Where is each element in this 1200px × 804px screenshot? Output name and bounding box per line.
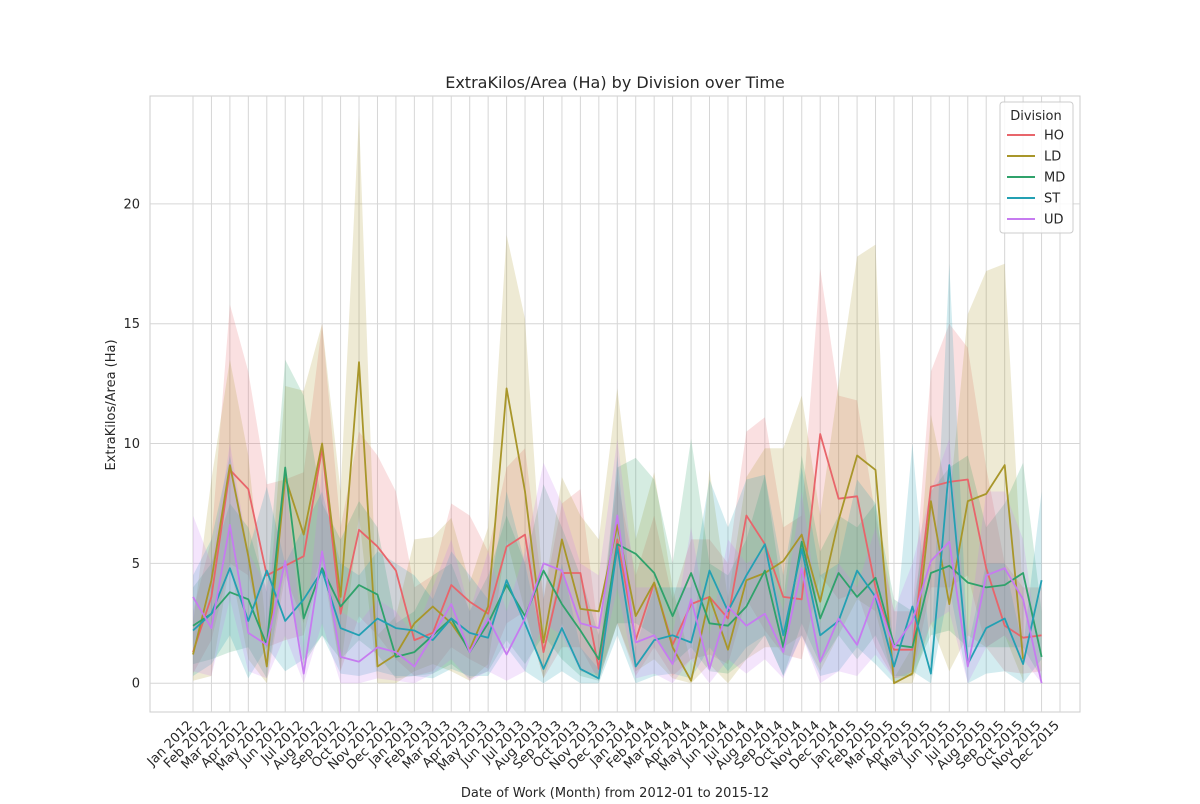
legend-label-ud: UD — [1044, 213, 1064, 228]
legend-label-ho: HO — [1044, 129, 1064, 144]
series-line-ho — [192, 433, 1042, 670]
series-line-st — [192, 464, 1043, 680]
series-line-ud — [192, 514, 1043, 684]
legend-title: Division — [1010, 109, 1062, 124]
chart-title: ExtraKilos/Area (Ha) by Division over Ti… — [445, 73, 785, 92]
y-tick-label: 5 — [132, 557, 140, 572]
confidence-band-ho — [193, 268, 1042, 681]
legend: Division HO LD MD ST UD — [999, 101, 1074, 234]
y-tick-label: 0 — [132, 677, 140, 692]
x-axis-label: Date of Work (Month) from 2012-01 to 201… — [461, 786, 769, 800]
confidence-band-ld — [193, 115, 1024, 684]
legend-label-md: MD — [1044, 171, 1065, 186]
y-tick-label: 20 — [123, 197, 140, 212]
confidence-band-st — [193, 263, 1042, 684]
plot-frame — [149, 95, 1081, 713]
y-axis-label: ExtraKilos/Area (Ha) — [104, 339, 119, 470]
y-tick-label: 10 — [123, 437, 140, 452]
confidence-band-ud — [193, 438, 1042, 684]
legend-label-ld: LD — [1044, 150, 1061, 165]
y-tick-label: 15 — [123, 317, 140, 332]
legend-label-st: ST — [1044, 192, 1060, 207]
